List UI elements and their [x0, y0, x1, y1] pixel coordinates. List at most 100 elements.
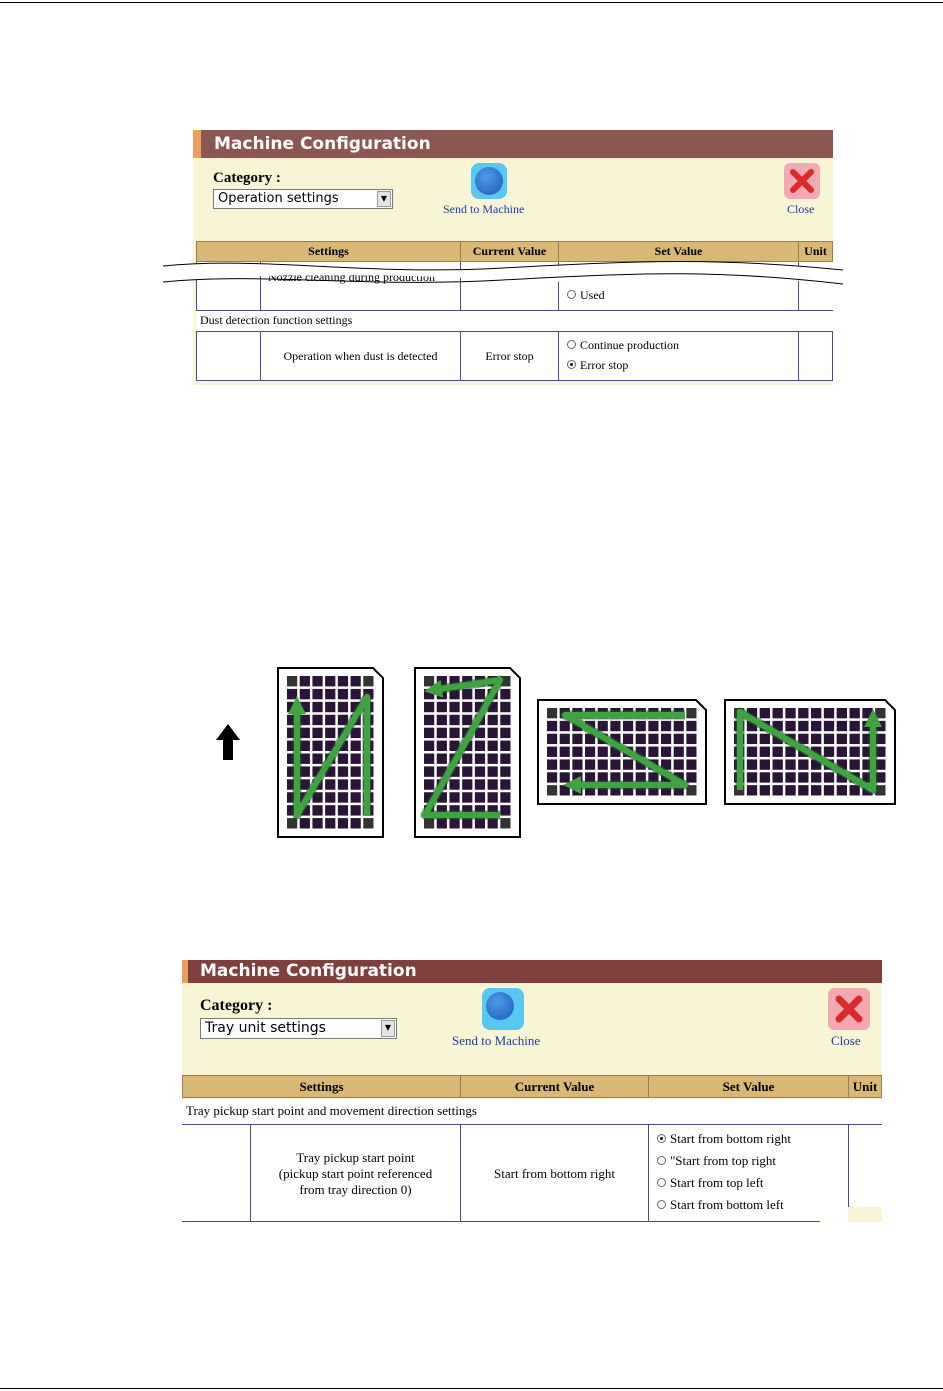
table-cell: [798, 332, 833, 380]
tray-pocket: [798, 785, 809, 796]
option-label: Continue production: [580, 338, 679, 352]
tray-pocket: [500, 805, 511, 816]
tray-pocket: [635, 746, 646, 757]
tray-pocket: [623, 733, 634, 745]
tray-pocket: [686, 772, 697, 783]
tray-pocket: [449, 714, 460, 726]
tray-pocket: [597, 746, 608, 757]
header-bar: Machine Configuration: [193, 130, 833, 158]
tray-pocket: [798, 708, 809, 719]
tray-pocket: [325, 805, 336, 816]
tray-pocket: [811, 720, 822, 732]
tray-pocket: [623, 759, 634, 770]
tray-pocket: [759, 708, 770, 719]
tray-pocket: [836, 720, 847, 732]
header-stripe: [193, 130, 201, 158]
tray-pocket: [686, 733, 697, 745]
column-header: Set Value: [648, 1075, 849, 1098]
row-line: [196, 380, 833, 381]
close-button-label[interactable]: Close: [787, 202, 815, 216]
category-dropdown[interactable]: Operation settings ▼: [213, 189, 393, 209]
send-icon[interactable]: [471, 163, 507, 199]
tray-pocket: [759, 746, 770, 757]
tray-pocket: [462, 779, 473, 790]
tray-pocket: [559, 746, 570, 757]
header-stripe: [182, 960, 188, 983]
tray-pocket: [610, 772, 621, 783]
tray-pocket: [350, 676, 361, 687]
option-label: Error stop: [580, 358, 629, 372]
radio-button[interactable]: [657, 1200, 666, 1209]
radio-option[interactable]: Start from top left: [657, 1175, 764, 1191]
tray-pocket: [849, 759, 860, 770]
tray-pocket: [287, 805, 298, 816]
window-title: Machine Configuration: [200, 961, 417, 981]
tray-pocket: [772, 759, 783, 770]
radio-button[interactable]: [567, 290, 576, 299]
screenshot-2: Machine Configuration Category : Tray un…: [182, 960, 882, 1222]
tray-pocket: [559, 733, 570, 745]
radio-option[interactable]: Continue production: [567, 338, 679, 353]
tray-pocket: [312, 676, 323, 687]
tray-pocket: [686, 720, 697, 732]
radio-option[interactable]: "Start from top right: [657, 1153, 776, 1169]
tray-pocket: [474, 818, 486, 829]
tray-pocket: [436, 753, 447, 764]
send-icon[interactable]: [482, 988, 524, 1030]
tray-pocket: [559, 759, 570, 770]
tray-pocket: [610, 720, 621, 732]
radio-option[interactable]: Used: [567, 288, 605, 303]
tray-pocket: [350, 805, 361, 816]
tray-pocket: [287, 727, 298, 739]
radio-option[interactable]: Start from bottom left: [657, 1197, 784, 1213]
current-value: Error stop: [460, 332, 558, 380]
tray-pocket: [337, 701, 349, 713]
radio-button[interactable]: [657, 1134, 666, 1143]
tray-pocket: [325, 701, 336, 713]
radio-button[interactable]: [657, 1178, 666, 1187]
tray-pocket: [487, 701, 498, 713]
radio-button[interactable]: [567, 340, 576, 349]
tray-pocket: [363, 676, 374, 687]
close-icon[interactable]: [828, 988, 870, 1030]
tray-pocket: [772, 720, 783, 732]
tray-pocket: [811, 785, 822, 796]
tray-pocket: [325, 688, 336, 700]
pickup-path: [422, 677, 503, 818]
close-x: [790, 169, 814, 193]
tray-pocket: [350, 688, 361, 700]
tray-pocket: [673, 785, 684, 796]
tray-pocket: [673, 733, 684, 745]
radio-option[interactable]: Start from bottom right: [657, 1131, 791, 1147]
tray-pocket: [337, 714, 349, 726]
radio-button[interactable]: [567, 360, 576, 369]
send-button-label[interactable]: Send to Machine: [452, 1033, 541, 1048]
tray-pocket: [462, 701, 473, 713]
tray-pocket: [424, 818, 435, 829]
set-value-cell: Continue production Error stop: [558, 332, 798, 380]
radio-option[interactable]: Error stop: [567, 358, 628, 373]
tray-pocket: [759, 785, 770, 796]
tray-pocket: [547, 759, 558, 770]
tray-pocket: [862, 733, 873, 745]
column-header: Unit: [798, 241, 833, 262]
tray-pocket: [350, 779, 361, 790]
tray-pocket: [500, 740, 511, 751]
tray-pocket: [424, 779, 435, 790]
send-button-label[interactable]: Send to Machine: [443, 202, 525, 216]
setting-line: from tray direction 0): [299, 1181, 412, 1197]
radio-button[interactable]: [657, 1156, 666, 1165]
tray-pocket: [661, 720, 672, 732]
tray-pocket: [547, 746, 558, 757]
category-dropdown[interactable]: Tray unit settings ▼: [200, 1018, 397, 1039]
tray-pocket: [325, 740, 336, 751]
tray-pocket: [875, 708, 886, 719]
tray-pocket: [875, 772, 886, 783]
tray-pocket: [449, 688, 460, 700]
tray-pocket: [299, 740, 310, 751]
tray-pocket: [673, 759, 684, 770]
close-button-label[interactable]: Close: [831, 1033, 861, 1048]
close-icon[interactable]: [784, 163, 820, 199]
tray-pocket: [785, 785, 796, 796]
